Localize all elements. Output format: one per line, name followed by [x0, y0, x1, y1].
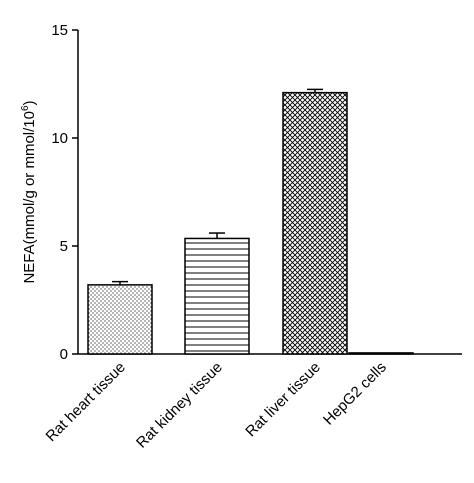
bar	[282, 91, 348, 355]
category-label: Rat heart tissue	[43, 359, 129, 445]
y-tick-label: 5	[60, 238, 68, 255]
bar	[348, 352, 414, 355]
bar	[87, 284, 153, 355]
category-labels: Rat heart tissue Rat kidney tissue Rat liv…	[43, 359, 390, 452]
y-tick-label: 10	[51, 130, 68, 147]
bar	[184, 237, 250, 355]
svg-text:NEFA(mmol/g or mmol/106): NEFA(mmol/g or mmol/106)	[20, 100, 38, 283]
y-tick-label: 15	[51, 22, 68, 39]
category-label: HepG2 cells	[320, 359, 390, 429]
bars	[87, 88, 414, 355]
y-axis-label: NEFA(mmol/g or mmol/106)	[20, 100, 38, 283]
y-axis: 0 5 10 15	[51, 22, 79, 363]
category-label: Rat kidney tissue	[133, 359, 226, 452]
category-label: Rat liver tissue	[242, 359, 324, 441]
y-tick-label: 0	[60, 346, 68, 363]
